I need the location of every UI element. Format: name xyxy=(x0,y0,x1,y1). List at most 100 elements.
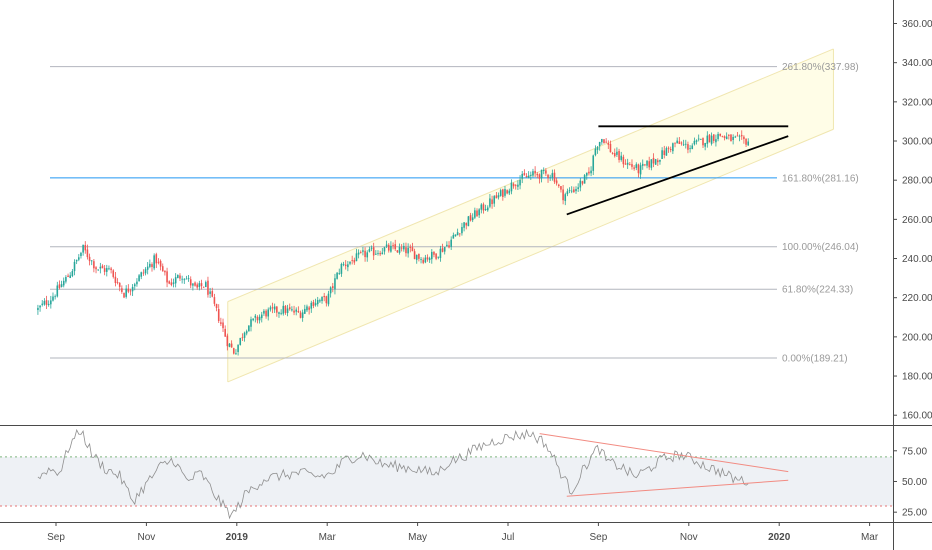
candle-body xyxy=(458,233,461,235)
candle-body xyxy=(372,247,375,256)
candle-body xyxy=(514,185,517,186)
candle-body xyxy=(338,273,341,274)
candle-body xyxy=(446,244,448,247)
candle-body xyxy=(618,151,620,160)
candle-body xyxy=(609,143,612,153)
candle-body xyxy=(435,253,437,259)
candle-body xyxy=(359,252,362,253)
candle-body xyxy=(549,177,551,179)
candle-body xyxy=(299,312,302,318)
candle-body xyxy=(396,250,399,253)
candle-body xyxy=(58,284,61,288)
candle-body xyxy=(704,142,706,147)
candle-body xyxy=(73,261,76,272)
candle-body xyxy=(269,307,272,310)
candle-body xyxy=(170,282,173,285)
candle-body xyxy=(654,159,657,165)
candle-body xyxy=(295,309,298,312)
candle-body xyxy=(624,163,627,165)
candle-body xyxy=(252,318,254,321)
candle-body xyxy=(263,310,265,314)
candle-body xyxy=(450,239,452,247)
candle-body xyxy=(217,309,220,322)
candle-body xyxy=(674,142,676,144)
candle-body xyxy=(349,261,351,264)
candle-body xyxy=(121,288,123,292)
candle-body xyxy=(700,138,702,140)
candle-body xyxy=(103,268,106,272)
candle-body xyxy=(603,139,605,144)
candle-body xyxy=(127,288,130,292)
candle-body xyxy=(428,258,431,261)
candle-body xyxy=(157,261,160,263)
candle-body xyxy=(243,332,246,338)
candle-body xyxy=(476,210,478,217)
candle-body xyxy=(441,248,444,252)
candle-body xyxy=(461,227,463,234)
candle-body xyxy=(319,300,321,302)
candle-body xyxy=(463,222,465,228)
candle-body xyxy=(331,286,334,289)
candle-body xyxy=(265,310,267,317)
candle-body xyxy=(112,270,115,277)
candle-body xyxy=(557,184,560,187)
candle-body xyxy=(69,275,72,279)
candle-body xyxy=(575,189,577,192)
candle-body xyxy=(224,328,226,337)
candle-body xyxy=(245,331,248,334)
rsi-wedge-lower-line xyxy=(566,479,789,497)
candle-body xyxy=(437,256,440,258)
candle-body xyxy=(420,258,422,260)
price-axis-label: 240.00 xyxy=(902,254,932,265)
candle-body xyxy=(379,252,381,255)
candle-body xyxy=(293,310,295,313)
candle-body xyxy=(400,247,403,249)
price-axis-label: 300.00 xyxy=(902,137,932,148)
candle-body xyxy=(622,156,625,165)
candle-body xyxy=(86,249,89,258)
candle-body xyxy=(101,265,104,269)
candle-body xyxy=(620,155,623,160)
candle-body xyxy=(398,247,401,253)
candle-body xyxy=(431,251,433,260)
candle-body xyxy=(502,189,504,198)
candle-body xyxy=(250,319,252,327)
candle-body xyxy=(161,266,164,272)
candle-body xyxy=(486,207,489,211)
candle-body xyxy=(237,344,239,353)
rsi-axis-label: 75.00 xyxy=(902,446,927,457)
candle-body xyxy=(78,257,80,260)
time-axis-label: Sep xyxy=(47,532,65,543)
candle-body xyxy=(118,282,121,287)
candle-body xyxy=(211,291,214,297)
candle-body xyxy=(308,307,310,310)
candle-body xyxy=(155,254,158,264)
candle-body xyxy=(706,135,709,144)
candle-body xyxy=(743,136,745,140)
candle-body xyxy=(71,271,74,277)
candle-body xyxy=(596,147,599,150)
price-axis-label: 360.00 xyxy=(902,19,932,30)
price-pane xyxy=(37,48,834,383)
time-axis-label: Nov xyxy=(680,532,698,543)
candle-body xyxy=(740,135,743,137)
candle-body xyxy=(284,306,287,313)
candle-body xyxy=(314,303,317,306)
candle-body xyxy=(562,189,564,201)
candle-body xyxy=(108,268,110,270)
candle-body xyxy=(691,145,694,150)
candle-body xyxy=(278,312,280,314)
candle-body xyxy=(256,316,259,321)
candle-body xyxy=(239,337,242,345)
candle-body xyxy=(336,272,338,279)
candle-body xyxy=(568,190,571,192)
candle-body xyxy=(172,282,175,284)
candle-body xyxy=(207,280,209,295)
channel-lower-line xyxy=(227,128,834,383)
candle-body xyxy=(65,276,67,282)
candle-body xyxy=(153,255,155,269)
candle-body xyxy=(710,135,713,144)
candle-body xyxy=(725,136,728,140)
candle-body xyxy=(499,190,502,196)
